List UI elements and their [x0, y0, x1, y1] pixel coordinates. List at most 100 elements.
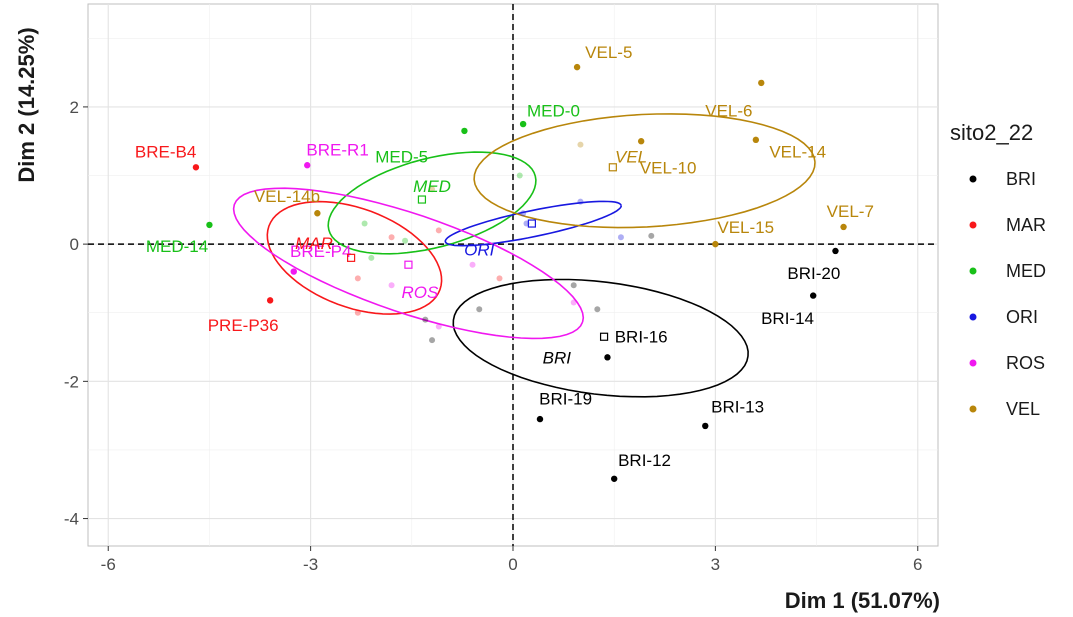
labeled-points: BRI-20 BRI-14 BRI-16 BRI-19 BRI-13 BRI-12 BRE-…: [135, 43, 874, 482]
point-bri-19: [536, 415, 544, 423]
x-tick-label: -3: [303, 555, 318, 574]
faded-point-ros: [469, 261, 476, 268]
ellipse-mar: [266, 200, 443, 315]
axis-ticks: -6 -3 0 3 6 -4 -2 0 2: [64, 98, 923, 574]
point-vel-6: [758, 79, 765, 87]
centroid-ori: [527, 219, 536, 228]
faded-point-vel: [429, 186, 436, 193]
legend-label: MAR: [1006, 215, 1046, 235]
faded-point-bri: [594, 306, 601, 313]
faded-point-bri: [648, 232, 655, 239]
x-tick-label: 0: [508, 555, 517, 574]
faded-point-bri: [476, 306, 483, 313]
point-bri-12: [610, 475, 618, 482]
centroid-mar: [346, 253, 356, 262]
legend-key-ori: [969, 313, 977, 321]
faded-point-ori: [617, 234, 624, 241]
centroid-vel: [608, 163, 617, 172]
x-tick-label: 3: [711, 555, 720, 574]
legend-label: ORI: [1006, 307, 1038, 327]
y-tick-label: 2: [70, 98, 79, 117]
legend-label: BRI: [1006, 169, 1036, 189]
point-med-14: [206, 221, 213, 229]
faded-point-mar: [496, 275, 503, 282]
point-label: BRI-14: [761, 309, 814, 328]
point-med-0: [519, 120, 527, 128]
point-label: BRE-B4: [135, 143, 196, 162]
point-vel-14: [752, 136, 760, 144]
point-vel-5: [573, 63, 581, 71]
point-bri-13: [702, 422, 709, 430]
point-vel-15: [712, 240, 719, 248]
x-axis-title: Dim 1 (51.07%): [785, 588, 940, 613]
point-vel-14b: [314, 210, 321, 217]
legend-title: sito2_22: [950, 120, 1033, 145]
point-vel-10: [637, 138, 645, 145]
point-bre-r1: [304, 162, 311, 169]
y-axis-title: Dim 2 (14.25%): [14, 27, 39, 182]
faded-point-ori: [520, 210, 527, 217]
point-label: VEL-14b: [254, 187, 320, 206]
point-bri-16: [604, 354, 611, 361]
y-tick-label: -4: [64, 510, 79, 529]
point-label: VEL-14: [769, 143, 826, 162]
faded-point-med: [516, 172, 523, 179]
point-label: BRI-16: [615, 328, 668, 347]
point-vel-7: [840, 223, 847, 231]
centroid-label: MED: [413, 177, 451, 196]
legend-key-vel: [969, 405, 977, 413]
faded-point-mar: [354, 309, 361, 316]
legend-label: ROS: [1006, 353, 1045, 373]
faded-point-med: [402, 237, 409, 244]
ellipse-vel: [473, 113, 816, 229]
faded-point-mar: [388, 234, 395, 241]
faded-point-bri: [429, 337, 436, 344]
y-tick-label: -2: [64, 372, 79, 391]
centroid-label: VEL: [615, 147, 647, 166]
faded-point-ros: [570, 299, 577, 306]
legend-key-ros: [969, 359, 977, 367]
point-label: PRE-P36: [208, 316, 279, 335]
point-med-5: [461, 127, 468, 135]
legend-key-mar: [969, 221, 977, 229]
point-bre-p4: [290, 268, 297, 275]
ellipse-bri: [452, 278, 749, 398]
point-label: VEL-5: [585, 43, 632, 62]
x-tick-label: -6: [101, 555, 116, 574]
point-label: BRI-20: [787, 264, 840, 283]
centroid-bri: [599, 332, 609, 341]
ellipse-ros: [232, 187, 585, 340]
point-bri-20: [832, 247, 839, 255]
faded-points: [354, 141, 655, 344]
faded-point-bri: [422, 316, 429, 323]
point-label: VEL-7: [827, 202, 874, 221]
point-label: MED-5: [375, 147, 428, 166]
point-label: MED-14: [146, 237, 208, 256]
legend: sito2_22 BRI MAR MED ORI ROS VEL: [950, 120, 1046, 419]
centroid-med: [417, 195, 427, 204]
ellipse-med: [327, 151, 537, 255]
legend-key-med: [969, 267, 977, 275]
faded-point-bri: [570, 282, 577, 289]
centroid-label: ORI: [464, 241, 495, 260]
point-label: VEL-15: [717, 218, 774, 237]
legend-label: VEL: [1006, 399, 1040, 419]
point-bri-14: [809, 292, 817, 299]
legend-label: MED: [1006, 261, 1046, 281]
faded-point-med: [361, 220, 368, 227]
centroid-ros: [404, 260, 413, 269]
point-label: BRI-12: [618, 451, 671, 470]
point-label: BRE-R1: [306, 140, 368, 159]
centroid-label: MAR: [295, 234, 333, 253]
x-tick-label: 6: [913, 555, 922, 574]
y-tick-label: 0: [70, 235, 79, 254]
faded-point-mar: [354, 275, 361, 282]
faded-point-ros: [435, 323, 442, 330]
point-label: BRE-P4: [290, 242, 351, 261]
point-label: MED-0: [527, 101, 580, 120]
reference-lines: [88, 4, 938, 546]
confidence-ellipses: [232, 113, 816, 398]
point-label: VEL-10: [640, 158, 697, 177]
faded-point-ros: [388, 282, 395, 289]
